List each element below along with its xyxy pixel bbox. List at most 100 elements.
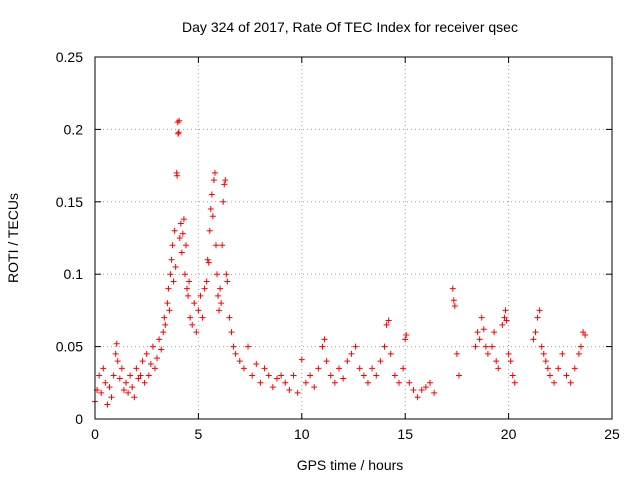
data-point [499, 321, 506, 328]
data-point [205, 259, 212, 266]
data-point [211, 169, 218, 176]
data-point [538, 343, 545, 350]
data-point [181, 271, 188, 278]
data-point [476, 336, 483, 343]
data-point [261, 365, 268, 372]
data-point [373, 372, 380, 379]
data-point [137, 372, 144, 379]
data-point [176, 235, 183, 241]
y-axis-label: ROTI / TECUs [5, 193, 21, 283]
data-point [230, 343, 237, 350]
data-point [253, 360, 260, 367]
data-point [133, 365, 140, 372]
data-point [104, 401, 111, 408]
data-point [171, 227, 178, 234]
data-point [114, 358, 121, 365]
data-point [505, 350, 512, 357]
data-point [218, 300, 225, 307]
data-point [186, 278, 193, 285]
data-point [172, 263, 179, 270]
data-point [217, 285, 224, 292]
data-point [273, 375, 280, 382]
data-point [214, 271, 221, 278]
data-point [352, 343, 359, 350]
data-point [480, 326, 487, 333]
data-point [559, 350, 566, 357]
data-point [511, 379, 518, 386]
data-point [209, 213, 216, 220]
data-point [455, 372, 462, 379]
data-point [555, 365, 562, 372]
data-point [348, 350, 355, 357]
data-point [102, 379, 109, 386]
data-point [222, 177, 229, 184]
data-point [147, 360, 154, 367]
data-point [169, 242, 176, 249]
data-point [323, 358, 330, 365]
x-axis-label: GPS time / hours [297, 457, 404, 473]
data-point [491, 329, 498, 336]
data-point [203, 278, 210, 285]
data-point [403, 332, 410, 339]
data-point [215, 292, 222, 299]
data-point [257, 379, 264, 386]
x-tick-label: 25 [604, 426, 620, 442]
data-point [131, 394, 138, 401]
data-point [201, 285, 208, 292]
data-point [207, 206, 214, 213]
data-point [240, 365, 247, 372]
data-point [193, 329, 200, 336]
data-point [331, 379, 338, 386]
data-point [116, 375, 123, 382]
data-point [450, 297, 457, 304]
data-point [484, 350, 491, 357]
data-point [387, 350, 394, 357]
data-point [191, 300, 198, 307]
data-point [165, 285, 172, 292]
data-point [145, 372, 152, 379]
data-point [127, 372, 134, 379]
data-point [151, 365, 158, 372]
data-point [178, 249, 185, 256]
data-point [236, 358, 243, 365]
data-point [493, 358, 500, 365]
data-point [286, 387, 293, 394]
data-point [174, 172, 181, 179]
data-point [278, 372, 285, 379]
data-point [482, 343, 489, 350]
grid-lines [95, 57, 612, 419]
y-tick-label: 0.2 [64, 121, 84, 137]
data-point [489, 343, 496, 350]
data-point [340, 375, 347, 382]
data-point [219, 242, 226, 249]
data-point [223, 271, 230, 278]
data-point [139, 358, 146, 365]
data-point [96, 372, 103, 379]
data-point [123, 379, 130, 386]
x-tick-label: 10 [294, 426, 310, 442]
data-point [509, 372, 516, 379]
data-point [221, 181, 228, 188]
data-point [321, 336, 328, 343]
data-point [502, 307, 509, 314]
data-point [532, 329, 539, 336]
data-point [220, 198, 227, 205]
data-point [129, 384, 136, 391]
data-point [206, 227, 213, 234]
x-tick-label: 15 [397, 426, 413, 442]
data-point [406, 379, 413, 386]
data-point [385, 317, 392, 324]
data-point [174, 119, 181, 126]
data-point [189, 321, 196, 328]
data-point [108, 394, 115, 401]
data-point [100, 365, 107, 372]
data-point [395, 379, 402, 386]
data-point [478, 314, 485, 321]
y-tick-label: 0.05 [56, 339, 83, 355]
data-point [294, 389, 301, 396]
data-point [302, 379, 309, 386]
data-point [113, 340, 120, 347]
data-point [197, 292, 204, 299]
data-point [120, 387, 127, 394]
